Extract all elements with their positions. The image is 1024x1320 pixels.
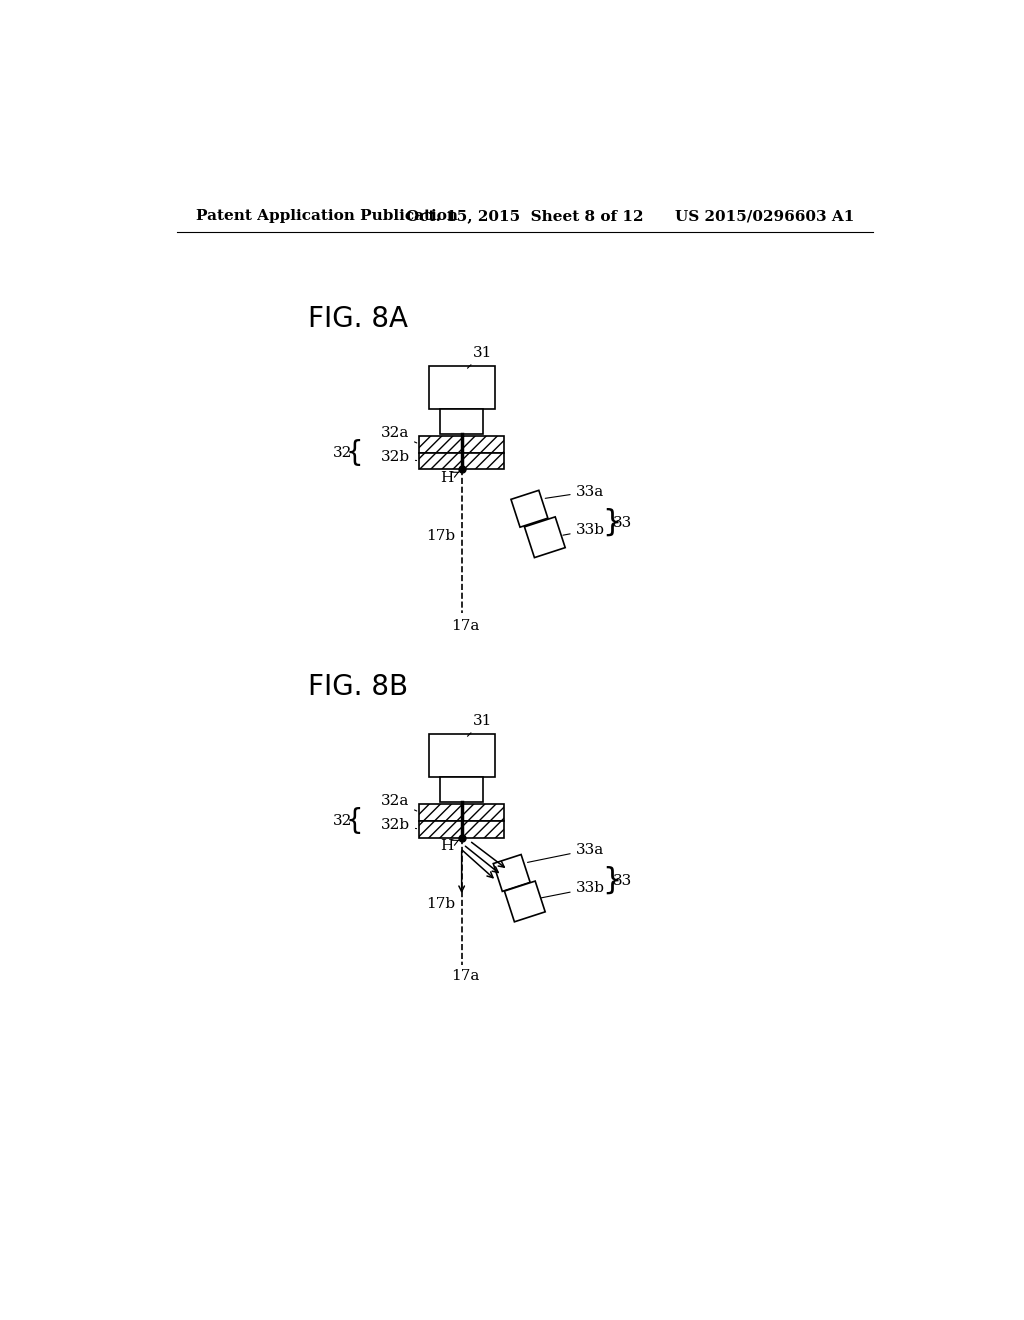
Polygon shape [505, 880, 545, 921]
Text: {: { [345, 438, 364, 466]
Bar [419, 436, 504, 453]
Bar [429, 734, 495, 776]
Text: 17a: 17a [452, 969, 479, 983]
Bar [429, 367, 495, 409]
Text: 32: 32 [333, 813, 352, 828]
Text: US 2015/0296603 A1: US 2015/0296603 A1 [675, 209, 854, 223]
Text: 32: 32 [333, 446, 352, 459]
Text: 17b: 17b [426, 896, 456, 911]
Text: H: H [440, 471, 459, 484]
Text: 32a: 32a [381, 795, 417, 810]
Text: 32b: 32b [381, 450, 417, 465]
Text: FIG. 8A: FIG. 8A [307, 305, 408, 333]
Text: 33b: 33b [542, 882, 604, 898]
Text: FIG. 8B: FIG. 8B [307, 673, 408, 701]
Text: H: H [440, 840, 459, 853]
Text: 31: 31 [468, 714, 493, 737]
Text: 17b: 17b [426, 529, 456, 543]
Text: 33b: 33b [563, 523, 604, 537]
Text: {: { [345, 807, 364, 834]
Text: }: } [602, 508, 622, 537]
Polygon shape [524, 517, 565, 557]
Text: 32b: 32b [381, 818, 417, 832]
Bar [440, 409, 483, 434]
Text: 33: 33 [612, 516, 632, 529]
Polygon shape [511, 490, 548, 527]
Text: 33a: 33a [545, 484, 604, 499]
Text: 31: 31 [468, 346, 493, 368]
Bar [440, 776, 483, 803]
Text: 32a: 32a [381, 426, 417, 444]
Text: 33: 33 [612, 874, 632, 887]
Text: Oct. 15, 2015  Sheet 8 of 12: Oct. 15, 2015 Sheet 8 of 12 [407, 209, 643, 223]
Text: 17a: 17a [452, 619, 479, 632]
Bar [419, 804, 504, 821]
Text: }: } [602, 866, 622, 895]
Bar [419, 453, 504, 470]
Polygon shape [494, 854, 530, 891]
Text: 33a: 33a [527, 842, 604, 862]
Bar [419, 821, 504, 838]
Text: Patent Application Publication: Patent Application Publication [196, 209, 458, 223]
